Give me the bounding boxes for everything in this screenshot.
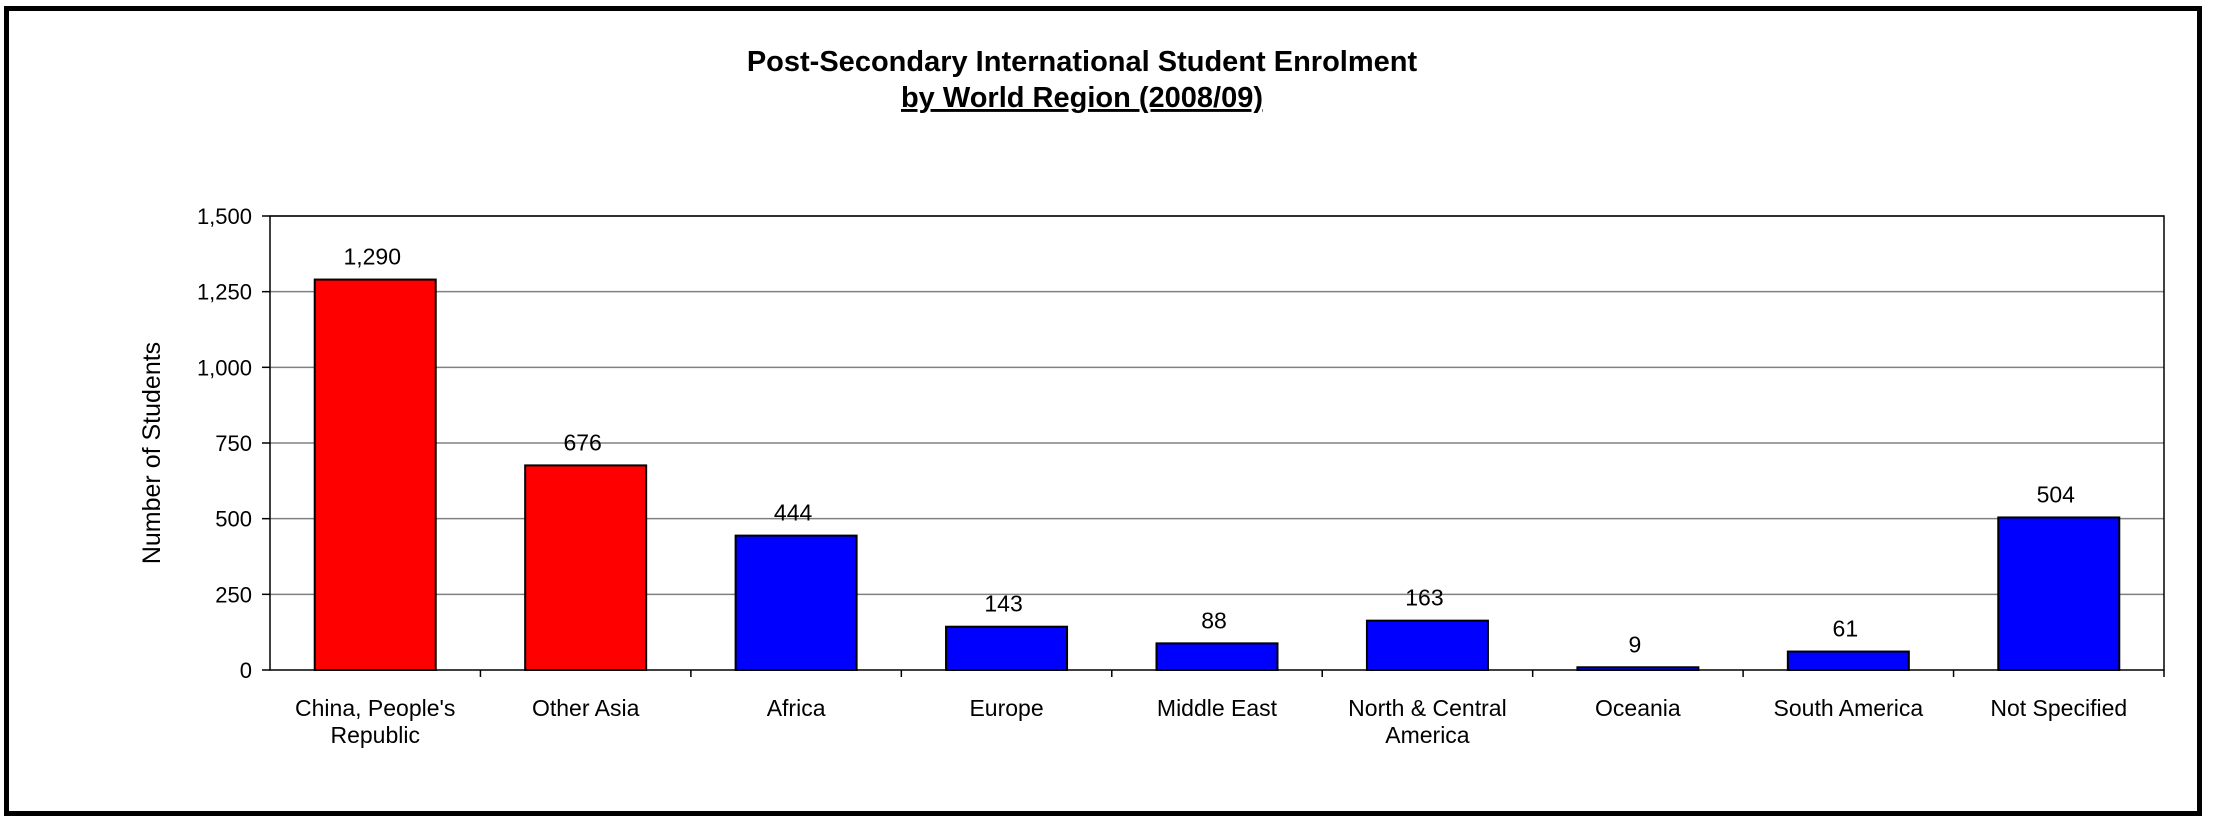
y-tick-label: 250 bbox=[215, 582, 252, 607]
bar-chart: Post-Secondary International Student Enr… bbox=[138, 46, 2165, 748]
data-label: 9 bbox=[1628, 631, 1641, 657]
x-category-label: North & Central bbox=[1348, 695, 1507, 721]
y-tick-label: 750 bbox=[215, 431, 252, 456]
data-label: 163 bbox=[1405, 585, 1443, 611]
x-category-label: Europe bbox=[969, 695, 1043, 721]
data-label: 143 bbox=[984, 591, 1022, 617]
y-tick-label: 1,250 bbox=[197, 280, 252, 305]
y-tick-label: 0 bbox=[240, 658, 252, 683]
data-label: 88 bbox=[1201, 607, 1227, 633]
y-tick-label: 500 bbox=[215, 507, 252, 532]
bar bbox=[1155, 642, 1279, 672]
bar bbox=[524, 464, 648, 671]
plot-area: 0 250 500 750 1,000 1,250 1,500 1,290 China, Peo… bbox=[197, 204, 2165, 748]
x-category-label: Other Asia bbox=[532, 695, 640, 721]
y-axis-title: Number of Students bbox=[138, 342, 166, 564]
bar bbox=[734, 534, 858, 672]
data-label: 444 bbox=[774, 500, 813, 526]
x-category-label: Middle East bbox=[1157, 695, 1278, 721]
bar bbox=[1786, 650, 1910, 672]
y-tick-label: 1,500 bbox=[197, 204, 252, 229]
x-category-label: Oceania bbox=[1595, 695, 1681, 721]
chart-subtitle: by World Region (2008/09) bbox=[901, 82, 1263, 114]
bar bbox=[945, 625, 1069, 672]
y-tick-label: 1,000 bbox=[197, 355, 252, 380]
bar bbox=[313, 278, 437, 671]
data-label: 61 bbox=[1833, 616, 1859, 642]
x-category-label: Africa bbox=[767, 695, 826, 721]
bar bbox=[1576, 666, 1700, 672]
data-label: 504 bbox=[2037, 481, 2076, 507]
chart-title: Post-Secondary International Student Enr… bbox=[747, 46, 1418, 78]
data-label: 676 bbox=[563, 429, 601, 455]
data-label: 1,290 bbox=[343, 244, 401, 270]
x-category-label: Not Specified bbox=[1990, 695, 2127, 721]
bar bbox=[1997, 516, 2121, 671]
x-category-label: America bbox=[1385, 722, 1470, 748]
x-category-label: China, People's bbox=[295, 695, 455, 721]
x-category-label: Republic bbox=[330, 722, 420, 748]
x-category-label: South America bbox=[1774, 695, 1924, 721]
bar bbox=[1365, 619, 1489, 672]
